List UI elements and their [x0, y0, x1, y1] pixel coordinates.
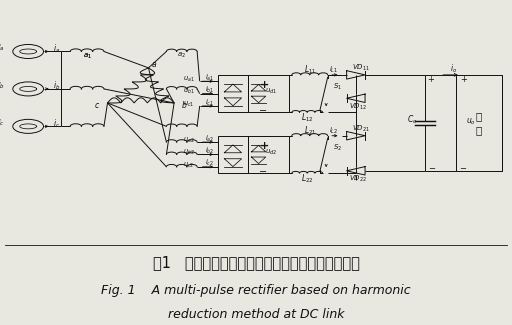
Text: $-$: $-$	[258, 165, 267, 175]
Text: $i_{a1}$: $i_{a1}$	[205, 72, 214, 83]
Text: $u_{a2}$: $u_{a2}$	[183, 136, 195, 145]
Text: $a_1$: $a_1$	[82, 52, 92, 61]
Text: $L_{22}$: $L_{22}$	[301, 173, 313, 185]
Text: b: b	[182, 101, 187, 110]
Text: $VD_{11}$: $VD_{11}$	[352, 63, 370, 73]
Text: +: +	[460, 75, 467, 84]
Text: a: a	[151, 60, 156, 69]
Text: $i_{c2}$: $i_{c2}$	[205, 158, 214, 168]
Text: $u_{b2}$: $u_{b2}$	[183, 148, 195, 157]
Text: $u_{a1}$: $u_{a1}$	[183, 75, 195, 84]
Text: 负: 负	[476, 111, 482, 121]
Bar	[218, 136, 248, 173]
Text: $i_{a2}$: $i_{a2}$	[205, 134, 214, 144]
Text: $u_a$: $u_a$	[0, 43, 5, 53]
Text: $u_{d1}$: $u_{d1}$	[265, 87, 277, 96]
Text: $i_{b1}$: $i_{b1}$	[205, 85, 214, 95]
Bar	[248, 136, 289, 173]
Text: $i_a$: $i_a$	[53, 43, 60, 55]
Text: $L_{21}$: $L_{21}$	[304, 125, 316, 137]
Text: reduction method at DC link: reduction method at DC link	[168, 307, 344, 320]
Text: $S_{1}$: $S_{1}$	[333, 82, 342, 92]
Text: $i_{L1}$: $i_{L1}$	[329, 65, 338, 75]
Text: $u_{d2}$: $u_{d2}$	[265, 148, 277, 157]
Text: $L_{12}$: $L_{12}$	[301, 112, 313, 124]
Text: +: +	[260, 141, 269, 151]
Text: $VD_{12}$: $VD_{12}$	[349, 101, 368, 111]
Text: $u_o$: $u_o$	[466, 116, 476, 127]
Text: $u_b$: $u_b$	[0, 80, 5, 91]
Bar	[456, 75, 502, 171]
Bar	[218, 75, 248, 112]
Text: Fig. 1    A multi-pulse rectifier based on harmonic: Fig. 1 A multi-pulse rectifier based on …	[101, 284, 411, 297]
Text: $i_c$: $i_c$	[53, 117, 60, 130]
Text: $u_{c1}$: $u_{c1}$	[183, 99, 195, 109]
Text: $C_o$: $C_o$	[407, 113, 417, 125]
Text: $a_2$: $a_2$	[177, 50, 186, 59]
Text: $u_{c2}$: $u_{c2}$	[183, 160, 195, 170]
Text: $u_c$: $u_c$	[0, 118, 5, 128]
Text: $-$: $-$	[459, 162, 467, 171]
Text: $-$: $-$	[258, 104, 267, 114]
Text: $i_o$: $i_o$	[450, 63, 457, 75]
Text: $VD_{22}$: $VD_{22}$	[349, 174, 368, 184]
Text: $u_{b1}$: $u_{b1}$	[183, 87, 195, 96]
Text: 载: 载	[476, 125, 482, 135]
Text: $i_{c1}$: $i_{c1}$	[205, 98, 214, 108]
Text: $S_{2}$: $S_{2}$	[333, 142, 342, 152]
Text: +: +	[428, 75, 434, 84]
Text: $a_1$: $a_1$	[82, 52, 92, 61]
Text: 图1   基于直流侧有源谐波抑制方法的多脉波整流器: 图1 基于直流侧有源谐波抑制方法的多脉波整流器	[153, 256, 359, 271]
Text: $i_{b2}$: $i_{b2}$	[205, 146, 214, 156]
Text: $-$: $-$	[428, 162, 436, 171]
Text: $L_{11}$: $L_{11}$	[304, 64, 316, 76]
Text: $i_b$: $i_b$	[53, 80, 60, 92]
Bar	[248, 75, 289, 112]
Text: $VD_{21}$: $VD_{21}$	[352, 124, 370, 134]
Text: c: c	[95, 101, 99, 110]
Text: $i_{L2}$: $i_{L2}$	[329, 126, 338, 136]
Text: +: +	[260, 80, 269, 90]
